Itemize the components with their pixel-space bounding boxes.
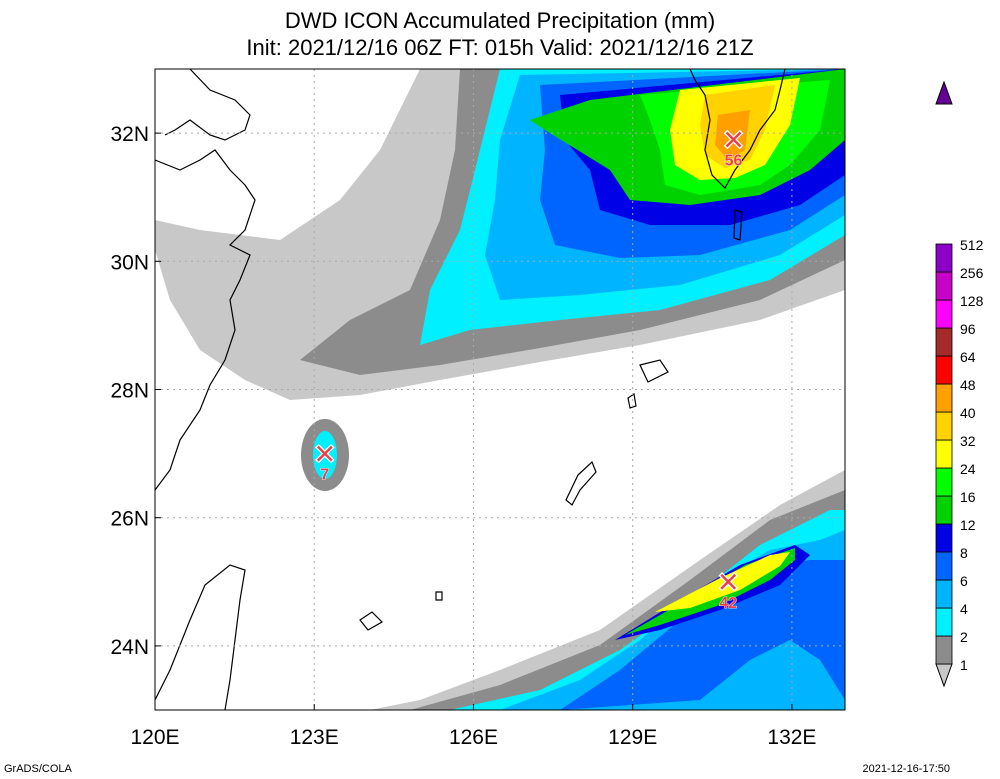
colorbar-segment xyxy=(935,467,953,497)
colorbar-level-label: 6 xyxy=(960,573,968,589)
colorbar-segment xyxy=(935,327,953,357)
colorbar-level-label: 1 xyxy=(960,657,968,673)
lat-tick-label: 30N xyxy=(110,251,149,274)
map-subtitle: Init: 2021/12/16 06Z FT: 015h Valid: 202… xyxy=(246,35,754,60)
colorbar-level-label: 128 xyxy=(960,293,984,309)
colorbar-segment xyxy=(935,635,953,665)
lat-tick-label: 24N xyxy=(110,636,149,659)
footer-credit: GrADS/COLA xyxy=(4,763,72,775)
colorbar-segment xyxy=(935,579,953,609)
maximum-value-label: 56 xyxy=(725,153,743,170)
colorbar-level-label: 512 xyxy=(960,237,984,253)
colorbar-segment xyxy=(935,383,953,413)
colorbar-segment xyxy=(935,355,953,385)
cross-icon xyxy=(316,445,333,462)
colorbar-level-label: 12 xyxy=(960,517,976,533)
maximum-value-label: 7 xyxy=(320,467,329,484)
lon-tick-label: 126E xyxy=(449,726,498,749)
map-title: DWD ICON Accumulated Precipitation (mm) xyxy=(284,8,716,33)
colorbar-segment xyxy=(935,271,953,301)
footer-timestamp: 2021-12-16-17:50 xyxy=(862,763,950,775)
colorbar-segment xyxy=(935,523,953,553)
colorbar-level-label: 24 xyxy=(960,461,976,477)
maximum-value-label: 42 xyxy=(719,595,737,612)
lon-tick-label: 129E xyxy=(608,726,657,749)
colorbar-top-triangle xyxy=(935,80,953,105)
lat-tick-label: 32N xyxy=(110,123,149,146)
colorbar-level-label: 32 xyxy=(960,433,976,449)
colorbar-level-label: 48 xyxy=(960,377,976,393)
colorbar-segment xyxy=(935,299,953,329)
colorbar-level-label: 40 xyxy=(960,405,976,421)
lon-tick-label: 120E xyxy=(130,726,179,749)
colorbar-bottom-triangle xyxy=(935,663,953,688)
coastlines xyxy=(155,69,786,710)
colorbar-segment xyxy=(935,411,953,441)
colorbar-segment xyxy=(935,495,953,525)
cross-icon xyxy=(720,573,737,590)
colorbar-segment xyxy=(935,551,953,581)
colorbar-level-label: 16 xyxy=(960,489,976,505)
lon-tick-label: 123E xyxy=(290,726,339,749)
axis-ticks: 120E 123E 126E 129E 132E 24N 26N 28N 30N 32N xyxy=(110,123,816,749)
colorbar-level-label: 4 xyxy=(960,601,968,617)
colorbar-level-label: 96 xyxy=(960,321,976,337)
precipitation-field xyxy=(155,69,845,710)
colorbar-level-label: 64 xyxy=(960,349,976,365)
colorbar-segment xyxy=(935,607,953,637)
colorbar-level-label: 256 xyxy=(960,265,984,281)
colorbar-level-label: 8 xyxy=(960,545,968,561)
lat-tick-label: 28N xyxy=(110,380,149,403)
cross-icon xyxy=(725,131,742,148)
colorbar-segment xyxy=(935,243,953,273)
maxima-markers: 56 7 42 xyxy=(315,129,744,612)
colorbar-segment xyxy=(935,439,953,469)
maximum-marker: 56 xyxy=(723,129,744,170)
maximum-marker: 42 xyxy=(718,572,738,612)
lon-tick-label: 132E xyxy=(767,726,816,749)
lat-tick-label: 26N xyxy=(110,508,149,531)
colorbar-level-label: 2 xyxy=(960,629,968,645)
maximum-marker: 7 xyxy=(315,443,335,484)
